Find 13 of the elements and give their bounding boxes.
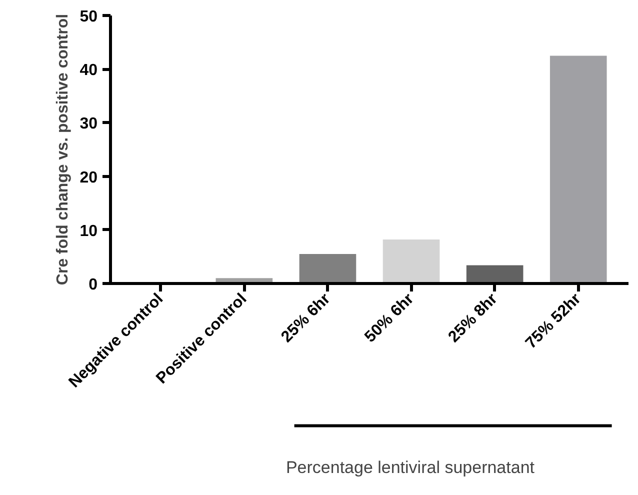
y-tick-label: 30 (80, 116, 98, 133)
text: Percentage lentiviral supernatant (286, 458, 535, 477)
bar (550, 56, 607, 284)
bar (299, 254, 356, 284)
x-tick-label: 50% 6hr (362, 290, 418, 346)
y-tick-label: 40 (80, 62, 98, 80)
y-axis-title: Cre fold change vs. positive control (54, 14, 72, 286)
y-tick-label: 50 (80, 8, 98, 26)
y-tick-label: 20 (80, 169, 98, 186)
y-tick-label: 0 (88, 276, 98, 294)
bar (466, 265, 524, 284)
y-tick-label: 10 (80, 222, 98, 240)
bar (382, 240, 440, 284)
